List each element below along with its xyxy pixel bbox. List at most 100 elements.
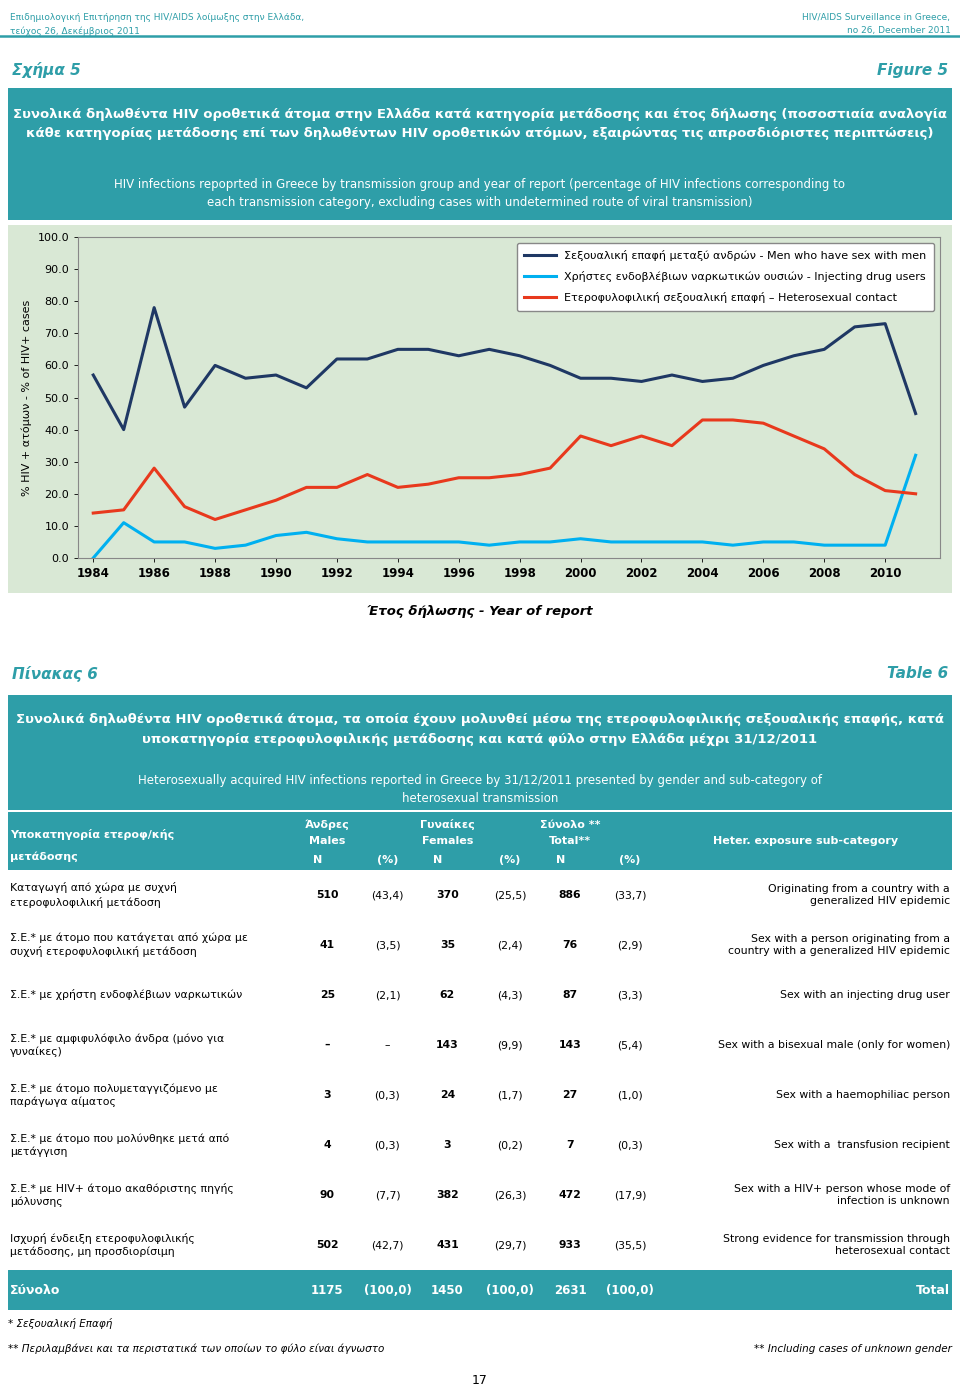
Text: (0,3): (0,3): [374, 1140, 400, 1150]
Text: * Σεξουαλική Επαφή: * Σεξουαλική Επαφή: [8, 1318, 112, 1329]
Text: N: N: [433, 855, 443, 865]
Text: 7: 7: [566, 1140, 574, 1150]
Text: 370: 370: [436, 890, 459, 900]
Text: 3: 3: [324, 1090, 331, 1100]
Text: μετάδοσης: μετάδοσης: [10, 852, 78, 863]
Text: (7,7): (7,7): [374, 1191, 400, 1200]
Text: 510: 510: [316, 890, 339, 900]
Text: Άνδρες: Άνδρες: [305, 820, 349, 830]
Text: (43,4): (43,4): [372, 890, 404, 900]
Text: Figure 5: Figure 5: [877, 63, 948, 77]
Text: Sex with a haemophiliac person: Sex with a haemophiliac person: [776, 1090, 950, 1100]
Text: Επιδημιολογική Επιτήρηση της HIV/AIDS λοίμωξης στην Ελλάδα,
τεύχος 26, Δεκέμβριο: Επιδημιολογική Επιτήρηση της HIV/AIDS λο…: [10, 14, 303, 35]
Text: Σ.Ε.* με άτομο που μολύνθηκε μετά από
μετάγγιση: Σ.Ε.* με άτομο που μολύνθηκε μετά από με…: [10, 1133, 229, 1157]
Text: HIV infections repoprted in Greece by transmission group and year of report (per: HIV infections repoprted in Greece by tr…: [114, 178, 846, 208]
Text: 382: 382: [436, 1191, 459, 1200]
Text: (35,5): (35,5): [613, 1240, 646, 1249]
Text: (26,3): (26,3): [493, 1191, 526, 1200]
Text: Sex with an injecting drug user: Sex with an injecting drug user: [780, 990, 950, 1000]
Text: Σ.Ε.* με άτομο πολυμεταγγιζόμενο με
παράγωγα αίματος: Σ.Ε.* με άτομο πολυμεταγγιζόμενο με παρά…: [10, 1083, 218, 1107]
Text: 3: 3: [444, 1140, 451, 1150]
Text: 472: 472: [559, 1191, 582, 1200]
Text: 431: 431: [436, 1240, 459, 1249]
Text: 24: 24: [440, 1090, 455, 1100]
Text: (2,1): (2,1): [374, 990, 400, 1000]
Y-axis label: % HIV + ατόμων - % of HIV+ cases: % HIV + ατόμων - % of HIV+ cases: [21, 299, 32, 495]
Text: (3,3): (3,3): [617, 990, 643, 1000]
Legend: Σεξουαλική επαφή μεταξύ ανδρών - Men who have sex with men, Χρήστες ενδοβλέβιων : Σεξουαλική επαφή μεταξύ ανδρών - Men who…: [516, 242, 934, 311]
Text: (0,3): (0,3): [617, 1140, 643, 1150]
Text: ** Including cases of unknown gender: ** Including cases of unknown gender: [755, 1343, 952, 1353]
Text: Καταγωγή από χώρα με συχνή
ετεροφυλοφιλική μετάδοση: Καταγωγή από χώρα με συχνή ετεροφυλοφιλι…: [10, 883, 177, 908]
Text: Sex with a bisexual male (only for women): Sex with a bisexual male (only for women…: [718, 1039, 950, 1051]
Text: (3,5): (3,5): [374, 940, 400, 950]
Text: Females: Females: [421, 837, 473, 846]
Text: Συνολικά δηλωθέντα HIV οροθετικά άτομα, τα οποία έχουν μολυνθεί μέσω της ετεροφυ: Συνολικά δηλωθέντα HIV οροθετικά άτομα, …: [16, 713, 944, 746]
Text: (17,9): (17,9): [613, 1191, 646, 1200]
Text: 62: 62: [440, 990, 455, 1000]
Text: Έτος δήλωσης - Year of report: Έτος δήλωσης - Year of report: [367, 604, 593, 617]
Text: (%): (%): [499, 855, 520, 865]
Text: (2,9): (2,9): [617, 940, 643, 950]
Text: 4: 4: [324, 1140, 331, 1150]
Text: Σ.Ε.* με χρήστη ενδοφλέβιων ναρκωτικών: Σ.Ε.* με χρήστη ενδοφλέβιων ναρκωτικών: [10, 989, 242, 1000]
Text: Ισχυρή ένδειξη ετεροφυλοφιλικής
μετάδοσης, μη προσδιορίσιμη: Ισχυρή ένδειξη ετεροφυλοφιλικής μετάδοση…: [10, 1233, 195, 1258]
Text: Originating from a country with a
generalized HIV epidemic: Originating from a country with a genera…: [768, 884, 950, 907]
Text: 143: 143: [559, 1039, 582, 1051]
Text: (100,0): (100,0): [606, 1283, 654, 1297]
Text: 27: 27: [563, 1090, 578, 1100]
Text: (%): (%): [377, 855, 398, 865]
Text: Heterosexually acquired HIV infections reported in Greece by 31/12/2011 presente: Heterosexually acquired HIV infections r…: [138, 774, 822, 804]
Text: Strong evidence for transmission through
heterosexual contact: Strong evidence for transmission through…: [723, 1234, 950, 1256]
Text: Πίνακας 6: Πίνακας 6: [12, 666, 97, 681]
Text: (33,7): (33,7): [613, 890, 646, 900]
Text: Heter. exposure sub-category: Heter. exposure sub-category: [713, 837, 899, 846]
Text: Total: Total: [916, 1283, 950, 1297]
Text: 35: 35: [440, 940, 455, 950]
Text: 2631: 2631: [554, 1283, 587, 1297]
Text: Σ.Ε.* με HIV+ άτομο ακαθόριστης πηγής
μόλυνσης: Σ.Ε.* με HIV+ άτομο ακαθόριστης πηγής μό…: [10, 1182, 233, 1207]
Text: (4,3): (4,3): [497, 990, 523, 1000]
Text: N: N: [313, 855, 323, 865]
Text: (42,7): (42,7): [372, 1240, 404, 1249]
Text: (5,4): (5,4): [617, 1039, 643, 1051]
Text: 1450: 1450: [431, 1283, 464, 1297]
Text: (25,5): (25,5): [493, 890, 526, 900]
Text: 1175: 1175: [311, 1283, 344, 1297]
Text: 41: 41: [320, 940, 335, 950]
Text: 76: 76: [563, 940, 578, 950]
Text: Υποκατηγορία ετεροφ/κής: Υποκατηγορία ετεροφ/κής: [10, 828, 175, 839]
Text: Sex with a HIV+ person whose mode of
infection is unknown: Sex with a HIV+ person whose mode of inf…: [733, 1184, 950, 1206]
Text: (2,4): (2,4): [497, 940, 523, 950]
Text: Σ.Ε.* με αμφιφυλόφιλο άνδρα (μόνο για
γυναίκες): Σ.Ε.* με αμφιφυλόφιλο άνδρα (μόνο για γυ…: [10, 1032, 225, 1058]
Text: Γυναίκες: Γυναίκες: [420, 820, 475, 830]
Text: 90: 90: [320, 1191, 335, 1200]
Text: Table 6: Table 6: [887, 666, 948, 681]
Text: (100,0): (100,0): [486, 1283, 534, 1297]
Text: (29,7): (29,7): [493, 1240, 526, 1249]
Text: Sex with a  transfusion recipient: Sex with a transfusion recipient: [775, 1140, 950, 1150]
Text: ** Περιλαμβάνει και τα περιστατικά των οποίων το φύλο είναι άγνωστο: ** Περιλαμβάνει και τα περιστατικά των ο…: [8, 1343, 384, 1354]
Text: (1,0): (1,0): [617, 1090, 643, 1100]
Text: (9,9): (9,9): [497, 1039, 523, 1051]
Text: HIV/AIDS Surveillance in Greece,
no 26, December 2011: HIV/AIDS Surveillance in Greece, no 26, …: [803, 14, 950, 35]
Text: Total**: Total**: [549, 837, 591, 846]
Text: 143: 143: [436, 1039, 459, 1051]
Text: Males: Males: [309, 837, 346, 846]
Text: 933: 933: [559, 1240, 582, 1249]
Text: Σχήμα 5: Σχήμα 5: [12, 62, 81, 78]
Text: 886: 886: [559, 890, 582, 900]
Text: 87: 87: [563, 990, 578, 1000]
Text: Συνολικά δηλωθέντα HIV οροθετικά άτομα στην Ελλάδα κατά κατηγορία μετάδοσης και : Συνολικά δηλωθέντα HIV οροθετικά άτομα σ…: [13, 108, 947, 140]
Text: 17: 17: [472, 1374, 488, 1386]
Text: (0,2): (0,2): [497, 1140, 523, 1150]
Text: Sex with a person originating from a
country with a generalized HIV epidemic: Sex with a person originating from a cou…: [728, 933, 950, 957]
Text: –: –: [385, 1039, 391, 1051]
Text: –: –: [324, 1039, 330, 1051]
Text: 25: 25: [320, 990, 335, 1000]
Text: 502: 502: [316, 1240, 339, 1249]
Text: (%): (%): [619, 855, 640, 865]
Text: Σ.Ε.* με άτομο που κατάγεται από χώρα με
συχνή ετεροφυλοφιλική μετάδοση: Σ.Ε.* με άτομο που κατάγεται από χώρα με…: [10, 933, 248, 957]
Text: Σύνολο **: Σύνολο **: [540, 820, 600, 830]
Text: (0,3): (0,3): [374, 1090, 400, 1100]
